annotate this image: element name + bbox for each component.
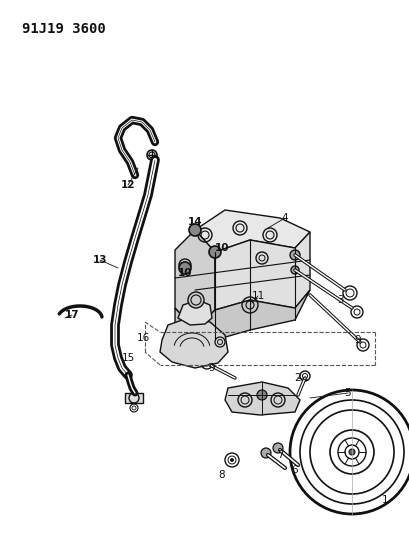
Text: 13: 13 (92, 255, 107, 265)
Circle shape (261, 448, 270, 458)
Circle shape (209, 246, 220, 258)
Circle shape (230, 458, 233, 462)
Polygon shape (175, 230, 214, 330)
Circle shape (188, 292, 204, 308)
Circle shape (189, 224, 200, 236)
Text: 15: 15 (121, 353, 134, 363)
Text: 6: 6 (291, 465, 298, 475)
Text: 91J19 3600: 91J19 3600 (22, 22, 106, 36)
Polygon shape (195, 210, 309, 252)
Text: 1: 1 (381, 495, 387, 505)
Text: 4: 4 (281, 213, 288, 223)
Text: 16: 16 (136, 333, 149, 343)
Text: 7: 7 (276, 450, 283, 460)
Text: 8: 8 (218, 470, 225, 480)
Text: 9: 9 (208, 363, 215, 373)
Text: 5: 5 (344, 388, 351, 398)
Text: 10: 10 (214, 243, 229, 253)
Polygon shape (160, 318, 227, 368)
Text: 9: 9 (354, 335, 360, 345)
Bar (125, 393, 143, 403)
Circle shape (348, 449, 354, 455)
Text: 10: 10 (178, 268, 192, 278)
Text: 2: 2 (294, 373, 301, 383)
Text: 11: 11 (251, 291, 264, 301)
Circle shape (179, 262, 191, 274)
Circle shape (289, 250, 299, 260)
Circle shape (290, 266, 298, 274)
Polygon shape (225, 382, 299, 415)
Circle shape (256, 390, 266, 400)
Circle shape (272, 443, 282, 453)
Polygon shape (214, 232, 309, 310)
Polygon shape (178, 300, 211, 325)
Text: 3: 3 (336, 295, 342, 305)
Text: 17: 17 (65, 310, 79, 320)
Text: 12: 12 (121, 180, 135, 190)
Text: 14: 14 (187, 217, 202, 227)
Polygon shape (175, 290, 309, 360)
